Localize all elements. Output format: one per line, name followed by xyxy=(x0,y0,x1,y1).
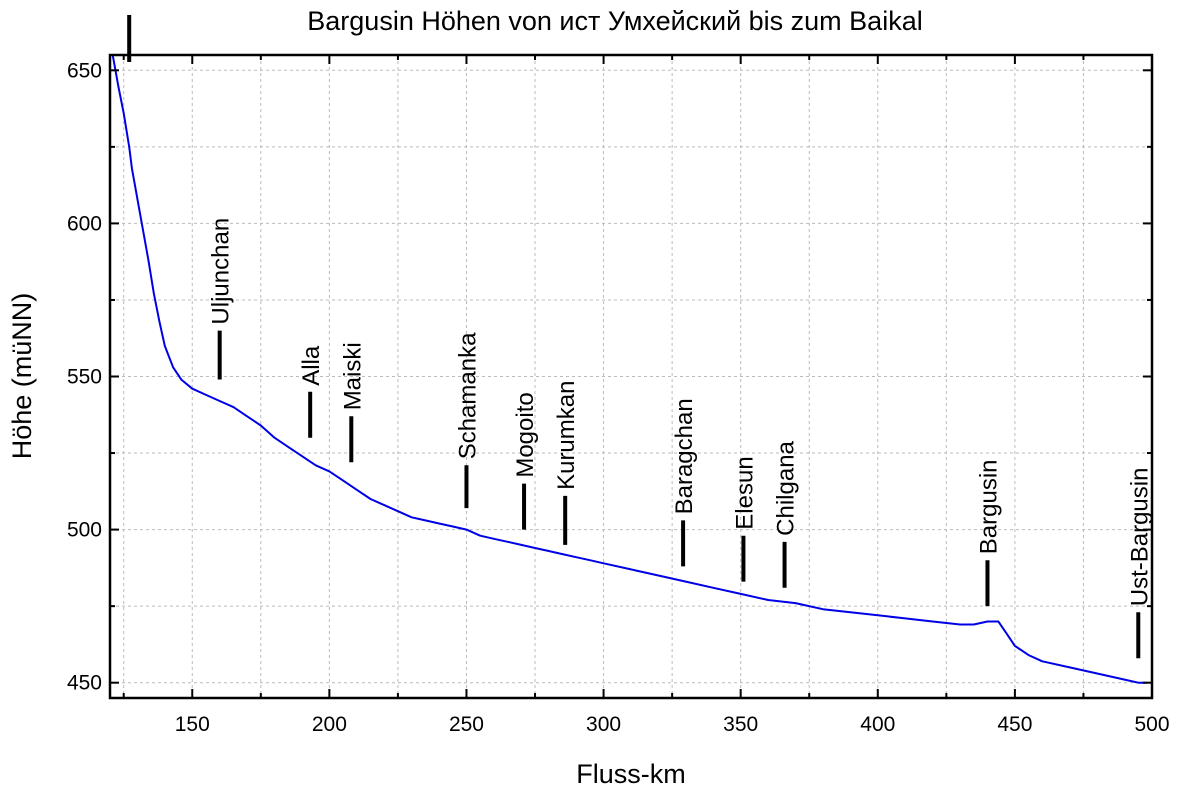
annotation-label: Mogoito xyxy=(512,392,539,477)
y-tick-label: 550 xyxy=(67,366,102,389)
y-tick-label: 450 xyxy=(67,672,102,695)
annotation-label: Baragchan xyxy=(671,398,698,514)
y-tick-label: 650 xyxy=(67,59,102,82)
y-axis-label: Höhe (müNN) xyxy=(7,293,37,460)
y-tick-label: 600 xyxy=(67,212,102,235)
chart-title: Bargusin Höhen von ист Умхейский bis zum… xyxy=(307,6,922,36)
annotation-label: Alla xyxy=(298,345,325,386)
x-tick-label: 200 xyxy=(312,713,347,736)
x-tick-label: 250 xyxy=(449,713,484,736)
x-axis-label: Fluss-km xyxy=(576,759,686,789)
annotations: Uljunchan Alla Maiski Schamanka Mogoito Kurum… xyxy=(208,218,1153,659)
x-tick-label: 400 xyxy=(860,713,895,736)
annotation-label: Chilgana xyxy=(773,440,800,535)
x-tick-label: 350 xyxy=(723,713,758,736)
grid xyxy=(110,55,1152,698)
x-tick-label: 450 xyxy=(997,713,1032,736)
annotation-label: Uljunchan xyxy=(208,218,235,325)
x-tick-label: 500 xyxy=(1134,713,1169,736)
axis-ticks: 150 200 250 300 350 400 450 500 450 500 550 600 650 xyxy=(67,15,1170,736)
x-tick-label: 150 xyxy=(175,713,210,736)
annotation-label: Kurumkan xyxy=(553,381,580,490)
x-tick-label: 300 xyxy=(586,713,621,736)
series-layer xyxy=(111,54,1147,684)
annotation-label: Bargusin xyxy=(975,459,1002,554)
elevation-series-line xyxy=(111,54,1147,684)
annotation-label: Elesun xyxy=(731,456,758,529)
y-tick-label: 500 xyxy=(67,519,102,542)
annotation-label: Schamanka xyxy=(454,332,481,459)
annotation-label: Ust-Bargusin xyxy=(1126,468,1153,607)
annotation-label: Maiski xyxy=(339,342,366,410)
